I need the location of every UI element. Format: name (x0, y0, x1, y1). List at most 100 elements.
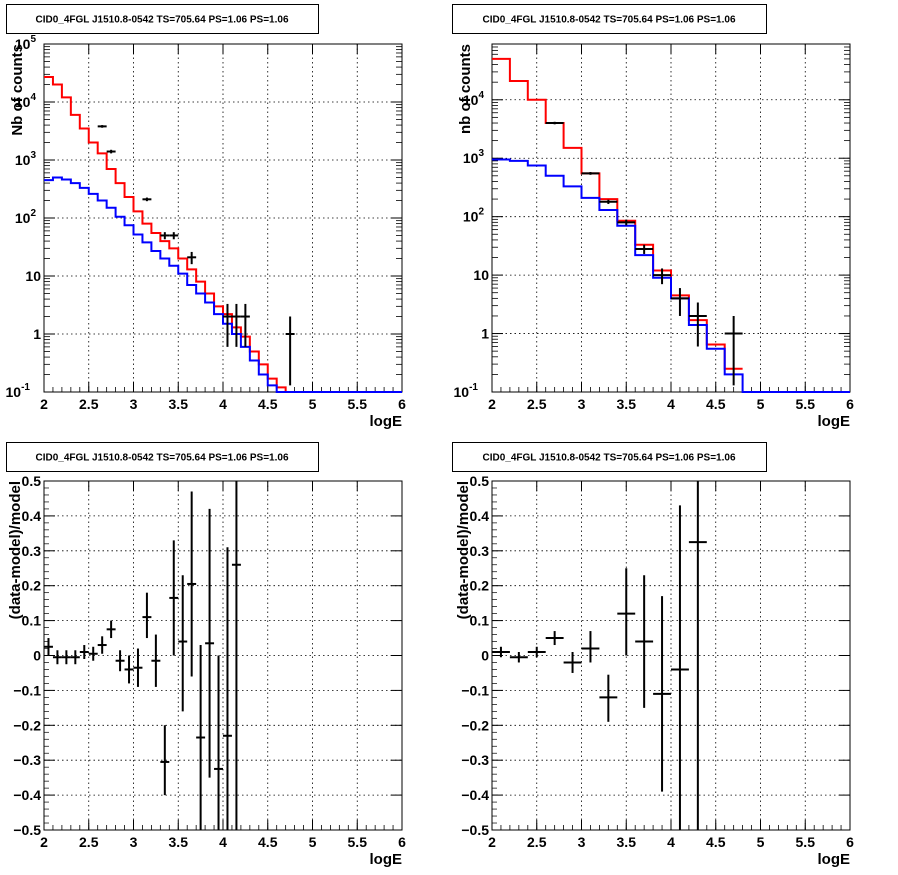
y-tick-label: −0.4 (461, 787, 489, 803)
y-tick-label: 10-1 (454, 382, 479, 400)
data-point (509, 652, 528, 663)
x-tick-label: 5.5 (348, 396, 368, 412)
x-tick-label: 2 (488, 834, 496, 850)
data-point (688, 481, 707, 830)
data-point (178, 575, 188, 712)
y-tick-label: 0 (481, 648, 489, 664)
chart-panel-bottom-right: CID0_4FGL J1510.8-0542 TS=705.64 PS=1.06… (452, 442, 854, 868)
y-tick-label: 0.4 (470, 508, 490, 524)
data-point (79, 645, 89, 659)
data-point (563, 652, 582, 673)
x-tick-label: 5.5 (796, 396, 816, 412)
y-tick-label: 0.3 (22, 543, 42, 559)
y-tick-label: 0.5 (470, 473, 490, 489)
y-axis-label: nb of counts (457, 44, 474, 134)
x-tick-label: 3 (130, 396, 138, 412)
data-point (61, 650, 71, 665)
data-point (52, 650, 62, 665)
y-axis-label: (data-model)/model (455, 481, 472, 619)
y-tick-label: 0.3 (470, 543, 490, 559)
data-point (223, 547, 232, 830)
data-point (142, 592, 152, 639)
series-line-blue (492, 158, 850, 393)
y-tick-label: 10 (25, 268, 41, 284)
x-tick-label: 6 (846, 396, 854, 412)
plot-frame (43, 43, 403, 393)
x-tick-label: 2.5 (79, 834, 99, 850)
x-tick-label: 5 (309, 834, 317, 850)
y-tick-label: 1 (481, 326, 489, 342)
data-point (653, 596, 671, 792)
x-axis-label: logE (370, 851, 403, 868)
data-point (285, 316, 295, 386)
x-tick-label: 4 (667, 396, 675, 412)
x-tick-label: 4.5 (706, 396, 726, 412)
y-tick-label: −0.2 (13, 717, 41, 733)
data-point (169, 232, 179, 240)
data-point (187, 491, 197, 677)
x-axis-label: logE (818, 413, 851, 430)
data-point (599, 674, 618, 722)
y-tick-label: 0.4 (22, 508, 42, 524)
y-tick-label: 105 (15, 34, 37, 52)
data-point (97, 636, 107, 654)
data-point (160, 232, 170, 240)
data-point (231, 303, 241, 347)
x-tick-label: 2 (488, 396, 496, 412)
data-point (124, 655, 134, 684)
y-tick-label: 10-1 (6, 382, 31, 400)
y-tick-label: −0.3 (461, 752, 489, 768)
data-point (724, 315, 743, 386)
series-line-blue (44, 176, 402, 393)
x-tick-label: 3 (578, 396, 586, 412)
data-point (617, 219, 636, 226)
data-point (545, 121, 564, 125)
data-point (635, 244, 654, 254)
y-tick-label: 102 (15, 208, 37, 226)
y-axis-label: (data-model)/model (7, 481, 24, 619)
x-tick-label: 4.5 (706, 834, 726, 850)
data-point (653, 268, 671, 285)
x-tick-label: 6 (398, 834, 406, 850)
y-tick-label: 0 (33, 648, 41, 664)
y-tick-label: 0.2 (22, 578, 42, 594)
data-point (231, 481, 241, 830)
y-tick-label: −0.3 (13, 752, 41, 768)
y-tick-label: −0.1 (13, 682, 41, 698)
data-point (635, 575, 654, 708)
title-box (452, 442, 767, 472)
data-point (187, 251, 197, 265)
x-tick-label: 5 (757, 834, 765, 850)
x-tick-label: 3 (578, 834, 586, 850)
y-tick-label: −0.4 (13, 787, 41, 803)
data-point (214, 655, 223, 830)
x-tick-label: 5.5 (796, 834, 816, 850)
title-box (452, 4, 767, 34)
y-tick-label: −0.2 (461, 717, 489, 733)
x-tick-label: 2.5 (527, 834, 547, 850)
data-point (151, 634, 161, 687)
x-tick-label: 5 (309, 396, 317, 412)
data-point (688, 302, 707, 347)
y-tick-label: 10 (473, 267, 489, 283)
y-tick-label: 1 (33, 326, 41, 342)
data-point (671, 288, 689, 316)
chart-title: CID0_4FGL J1510.8-0542 TS=705.64 PS=1.06… (482, 15, 735, 26)
x-axis-label: logE (370, 413, 403, 430)
x-tick-label: 3.5 (617, 834, 637, 850)
x-tick-label: 5.5 (348, 834, 368, 850)
chart-panel-top-left: CID0_4FGL J1510.8-0542 TS=705.64 PS=1.06… (6, 4, 406, 430)
y-tick-label: 104 (463, 90, 485, 108)
data-point (160, 725, 170, 796)
x-tick-label: 5 (757, 396, 765, 412)
y-tick-label: 0.1 (22, 613, 42, 629)
data-point (106, 620, 116, 639)
data-point (196, 645, 206, 830)
data-point (70, 650, 80, 665)
y-tick-label: 103 (15, 150, 37, 168)
y-tick-label: 0.5 (22, 473, 42, 489)
x-tick-label: 2 (40, 834, 48, 850)
chart-title: CID0_4FGL J1510.8-0542 TS=705.64 PS=1.06… (35, 453, 288, 464)
x-tick-label: 3 (130, 834, 138, 850)
